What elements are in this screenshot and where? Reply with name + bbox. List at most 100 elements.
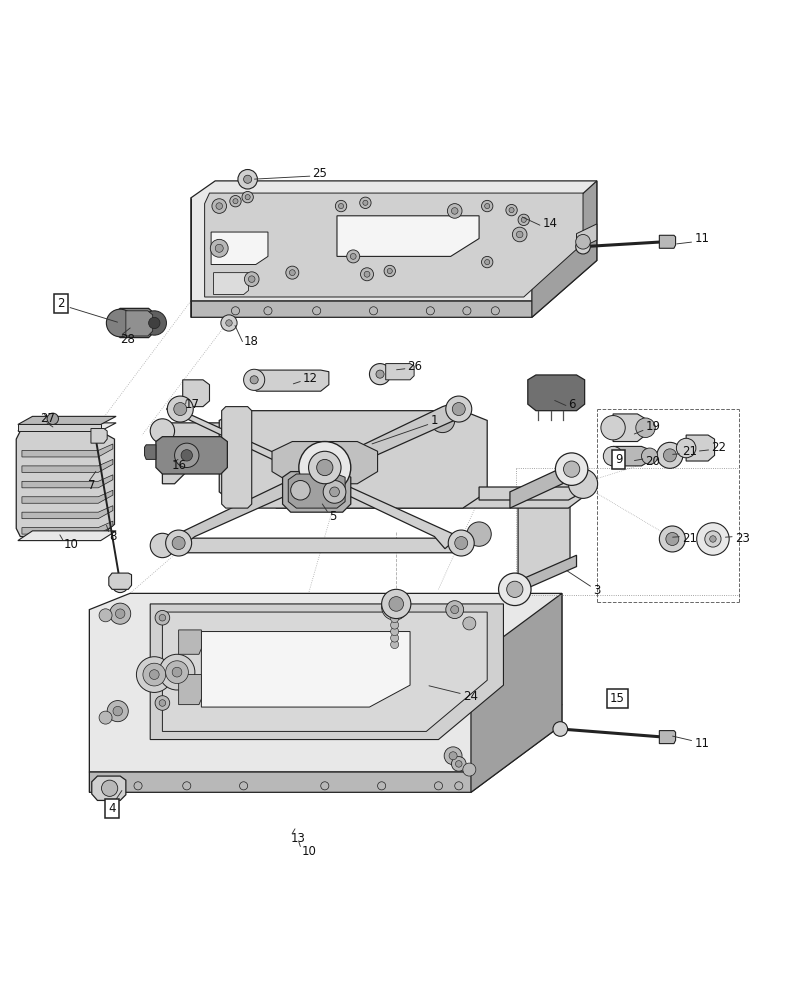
- Polygon shape: [144, 445, 156, 459]
- Circle shape: [248, 276, 255, 282]
- Circle shape: [481, 256, 492, 268]
- Circle shape: [434, 782, 442, 790]
- Circle shape: [676, 438, 695, 458]
- Circle shape: [290, 481, 310, 500]
- Polygon shape: [659, 235, 675, 248]
- Circle shape: [709, 536, 715, 542]
- Circle shape: [150, 419, 174, 443]
- Circle shape: [323, 481, 345, 503]
- Circle shape: [142, 311, 166, 335]
- Circle shape: [390, 608, 398, 616]
- Circle shape: [225, 320, 232, 326]
- Text: 6: 6: [568, 398, 575, 411]
- Polygon shape: [166, 403, 458, 549]
- Text: 14: 14: [542, 217, 556, 230]
- Circle shape: [388, 597, 403, 611]
- Circle shape: [264, 307, 272, 315]
- Polygon shape: [22, 459, 113, 472]
- Circle shape: [447, 204, 461, 218]
- Polygon shape: [18, 531, 116, 541]
- Polygon shape: [22, 475, 113, 488]
- Text: 7: 7: [88, 479, 95, 492]
- Circle shape: [329, 487, 339, 497]
- Polygon shape: [22, 490, 113, 503]
- Circle shape: [462, 763, 475, 776]
- Polygon shape: [221, 407, 251, 508]
- Text: 18: 18: [243, 335, 258, 348]
- Polygon shape: [92, 776, 126, 800]
- Text: 9: 9: [614, 453, 622, 466]
- Circle shape: [335, 200, 346, 212]
- Polygon shape: [213, 273, 248, 295]
- Circle shape: [359, 197, 371, 208]
- Circle shape: [238, 170, 257, 189]
- Polygon shape: [162, 451, 187, 484]
- Polygon shape: [337, 216, 478, 256]
- Circle shape: [159, 654, 195, 690]
- Circle shape: [165, 661, 188, 684]
- Polygon shape: [201, 632, 410, 707]
- Circle shape: [452, 403, 465, 416]
- Circle shape: [390, 595, 398, 603]
- Circle shape: [134, 782, 142, 790]
- Circle shape: [388, 601, 400, 613]
- Polygon shape: [22, 444, 113, 457]
- Text: 3: 3: [592, 584, 599, 597]
- Polygon shape: [18, 424, 101, 431]
- Circle shape: [350, 253, 356, 259]
- Circle shape: [656, 442, 682, 468]
- Circle shape: [363, 271, 370, 277]
- Circle shape: [635, 418, 654, 437]
- Polygon shape: [527, 375, 584, 411]
- Circle shape: [426, 307, 434, 315]
- Text: 23: 23: [734, 532, 749, 545]
- Polygon shape: [659, 731, 675, 744]
- Circle shape: [506, 581, 522, 597]
- Polygon shape: [178, 675, 201, 705]
- Polygon shape: [282, 472, 350, 512]
- Circle shape: [167, 396, 193, 422]
- Circle shape: [113, 706, 122, 716]
- Text: 21: 21: [681, 532, 696, 545]
- Circle shape: [136, 657, 172, 692]
- Circle shape: [181, 450, 192, 461]
- Circle shape: [451, 208, 457, 214]
- Circle shape: [99, 609, 112, 622]
- Text: 1: 1: [430, 414, 437, 427]
- Circle shape: [245, 195, 250, 200]
- Circle shape: [390, 640, 398, 649]
- Circle shape: [174, 403, 187, 416]
- Circle shape: [320, 782, 328, 790]
- Polygon shape: [182, 380, 209, 407]
- Text: 21: 21: [681, 445, 696, 458]
- Circle shape: [521, 217, 526, 222]
- Circle shape: [231, 307, 239, 315]
- Circle shape: [381, 594, 407, 620]
- Polygon shape: [178, 630, 201, 654]
- Circle shape: [387, 268, 392, 274]
- Circle shape: [704, 531, 720, 547]
- Circle shape: [212, 199, 226, 213]
- Circle shape: [101, 780, 118, 796]
- Circle shape: [148, 317, 160, 329]
- Circle shape: [99, 711, 112, 724]
- Circle shape: [230, 196, 241, 207]
- Circle shape: [233, 199, 238, 204]
- Text: 10: 10: [301, 845, 315, 858]
- Circle shape: [285, 266, 298, 279]
- Polygon shape: [156, 437, 227, 474]
- Text: 20: 20: [645, 455, 659, 468]
- Circle shape: [484, 260, 489, 265]
- Polygon shape: [18, 416, 116, 424]
- Circle shape: [375, 370, 384, 378]
- Text: 17: 17: [185, 398, 200, 411]
- Polygon shape: [288, 474, 345, 508]
- Polygon shape: [22, 506, 113, 519]
- Circle shape: [165, 530, 191, 556]
- Circle shape: [298, 442, 350, 494]
- Text: 10: 10: [64, 538, 79, 551]
- Circle shape: [454, 782, 462, 790]
- Circle shape: [216, 203, 222, 209]
- Polygon shape: [204, 193, 582, 297]
- Circle shape: [150, 533, 174, 558]
